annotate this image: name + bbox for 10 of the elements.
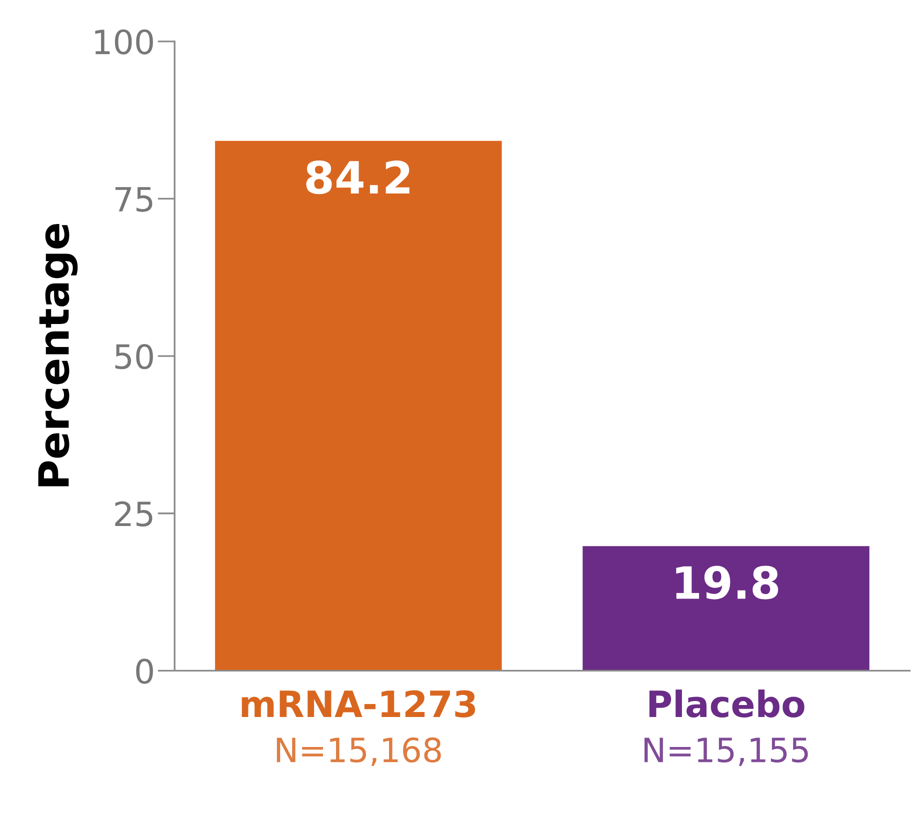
x-tick-label: Placebo N=15,155 xyxy=(644,690,808,766)
y-tick-label: 25 xyxy=(115,501,152,526)
y-tick-label: 100 xyxy=(95,29,153,55)
data-label: 19.8 xyxy=(676,566,778,600)
y-tick-label: 75 xyxy=(115,187,152,212)
y-tick-label: 50 xyxy=(115,344,153,370)
y-tick-label: 0 xyxy=(136,658,153,684)
y-axis-title: Percentage xyxy=(38,224,78,486)
x-tick-label: mRNA-1273 N=15,168 xyxy=(242,690,476,766)
data-label: 84.2 xyxy=(306,160,410,194)
